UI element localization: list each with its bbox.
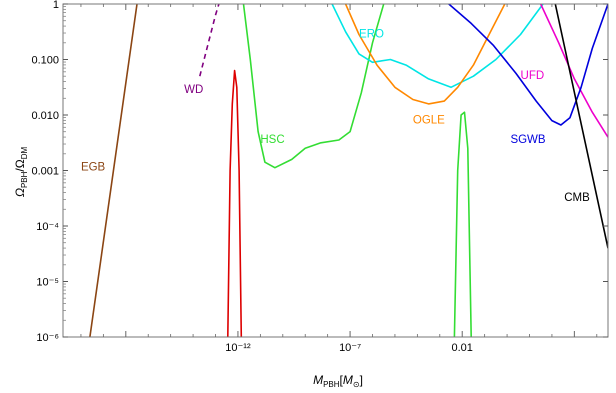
y-tick-label: 1 — [53, 0, 59, 11]
x-tick-label: 10⁻⁷ — [339, 342, 361, 354]
ufd-label: UFD — [521, 70, 545, 82]
sgwb-label: SGWB — [510, 134, 545, 146]
x-tick-label: 0.01 — [452, 342, 473, 354]
sgwb-curve — [448, 4, 608, 126]
egb-curve — [89, 4, 138, 337]
wd-label: WD — [184, 84, 203, 96]
y-tick-label: 10⁻⁶ — [36, 332, 59, 344]
plot-frame — [62, 3, 609, 338]
hsc-curve — [242, 4, 385, 169]
curve-label-layer: EGB WD HSC ERO OGLE UFD SGWB CMB — [81, 28, 590, 204]
y-tick-label: 0.001 — [31, 166, 59, 178]
curve-layer — [89, 4, 608, 337]
x-tick-label: 10⁻¹² — [225, 342, 251, 354]
y-tick-label: 10⁻⁴ — [36, 221, 59, 233]
ero-label: ERO — [359, 28, 384, 40]
x-axis-title: MPBH[M⊙] — [313, 373, 363, 389]
tick-layer: 1 0.100 0.010 0.001 10⁻⁴ 10⁻⁵ 10⁻⁶ 10⁻¹² 10⁻⁷ 0.0… — [31, 0, 608, 354]
hsc-label: HSC — [260, 134, 284, 146]
y-tick-label: 10⁻⁵ — [36, 277, 59, 289]
cmb-label: CMB — [564, 192, 590, 204]
unlabeled-4-curve — [453, 111, 472, 337]
ufd-curve — [539, 4, 608, 138]
y-axis-title: ΩPBH/ΩDM — [13, 146, 29, 197]
wd-curve — [199, 4, 220, 77]
y-tick-label: 0.100 — [31, 55, 59, 67]
ero-curve — [331, 4, 544, 89]
y-tick-label: 0.010 — [31, 110, 59, 122]
egb-label: EGB — [81, 162, 106, 174]
ogle-label: OGLE — [413, 114, 445, 126]
cmb-curve — [554, 4, 608, 249]
ogle-curve — [344, 4, 506, 105]
unlabeled-2-curve — [227, 69, 243, 337]
